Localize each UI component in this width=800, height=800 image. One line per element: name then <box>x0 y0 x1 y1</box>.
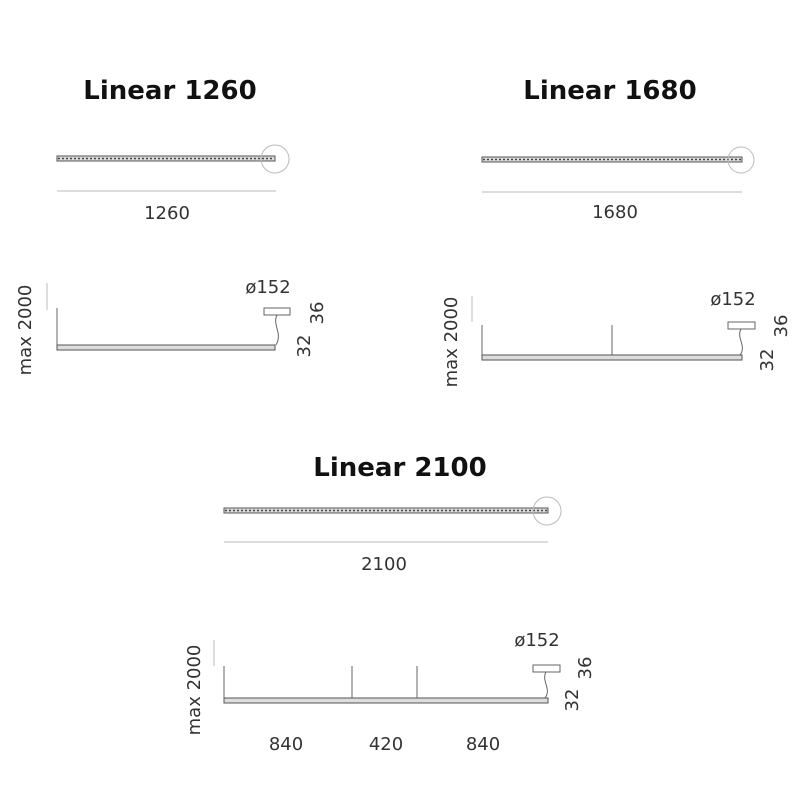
cable <box>544 671 548 699</box>
canopy-label: ø152 <box>710 289 755 310</box>
canopy-top <box>727 146 755 174</box>
height-label: max 2000 <box>441 297 462 388</box>
product-title: Linear 1680 <box>523 76 696 106</box>
product-title: Linear 1260 <box>83 76 256 106</box>
cable <box>739 328 743 356</box>
spacing-label: 840 <box>269 734 303 755</box>
canopy-top <box>260 144 290 174</box>
height-label: max 2000 <box>184 645 205 736</box>
profile-height: 32 <box>562 689 583 712</box>
canopy-height: 36 <box>307 302 328 325</box>
canopy-height: 36 <box>771 315 792 338</box>
profile-side <box>56 344 276 351</box>
canopy <box>727 321 756 330</box>
profile-side <box>223 697 549 704</box>
cable <box>275 314 279 346</box>
spacing-label: 840 <box>466 734 500 755</box>
profile-height: 32 <box>294 335 315 358</box>
canopy-label: ø152 <box>514 630 559 651</box>
canopy-top <box>532 496 562 526</box>
height-label: max 2000 <box>15 285 36 376</box>
profile-height: 32 <box>757 349 778 372</box>
canopy <box>532 664 561 673</box>
canopy <box>263 307 291 316</box>
length-label: 2100 <box>361 554 407 575</box>
product-title: Linear 2100 <box>313 453 486 483</box>
profile-side <box>481 354 743 361</box>
spacing-label: 420 <box>369 734 403 755</box>
canopy-label: ø152 <box>245 277 290 298</box>
canopy-height: 36 <box>575 657 596 680</box>
length-label: 1680 <box>592 202 638 223</box>
length-label: 1260 <box>144 203 190 224</box>
